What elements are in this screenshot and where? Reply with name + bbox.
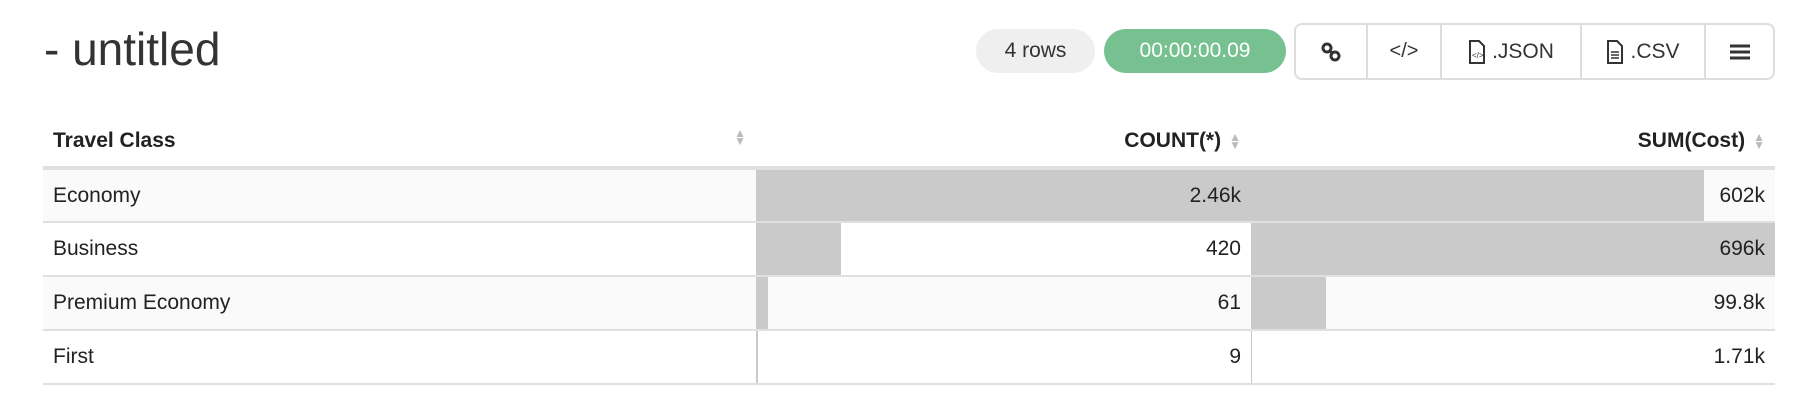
- cell-travel-class: Economy: [43, 168, 756, 223]
- cell-sum-cost: 696k: [1251, 222, 1775, 277]
- hamburger-icon: [1729, 44, 1750, 59]
- export-csv-button[interactable]: .CSV: [1582, 25, 1706, 78]
- copy-link-button[interactable]: [1296, 25, 1368, 78]
- table-row: Economy 2.46k 602k: [43, 168, 1775, 223]
- cell-travel-class: First: [43, 330, 756, 385]
- export-json-button[interactable]: </> .JSON: [1442, 25, 1582, 78]
- page-title: - untitled: [44, 23, 221, 75]
- table-row: First 9 1.71k: [43, 330, 1775, 385]
- embed-button[interactable]: </>: [1368, 25, 1442, 78]
- toolbar: </> </> .JSON .CSV: [1294, 23, 1775, 80]
- column-header-sum-cost[interactable]: SUM(Cost) ▲ ▼: [1251, 116, 1775, 170]
- cell-count: 9: [756, 330, 1251, 385]
- cell-sum-cost: 1.71k: [1251, 330, 1775, 385]
- table-row: Premium Economy 61 99.8k: [43, 276, 1775, 331]
- svg-text:</>: </>: [1472, 51, 1484, 60]
- cell-travel-class: Premium Economy: [43, 276, 756, 331]
- cell-travel-class: Business: [43, 222, 756, 277]
- count-bar: [756, 277, 769, 329]
- table-row: Business 420 696k: [43, 222, 1775, 277]
- sum-bar: [1251, 223, 1775, 275]
- column-header-travel-class[interactable]: Travel Class ▲ ▼: [43, 116, 756, 170]
- sum-bar: [1251, 277, 1327, 329]
- sort-icon[interactable]: ▲ ▼: [734, 126, 746, 148]
- sum-bar: [1251, 170, 1705, 221]
- row-count-badge: 4 rows: [976, 29, 1095, 73]
- code-icon: </>: [1389, 40, 1419, 62]
- cell-sum-cost: 602k: [1251, 168, 1775, 223]
- cell-count: 61: [756, 276, 1251, 331]
- cell-count: 420: [756, 222, 1251, 277]
- column-header-count[interactable]: COUNT(*) ▲ ▼: [756, 116, 1251, 170]
- csv-file-icon: [1607, 39, 1624, 64]
- cell-sum-cost: 99.8k: [1251, 276, 1775, 331]
- count-bar: [756, 331, 758, 383]
- elapsed-time-badge: 00:00:00.09: [1104, 29, 1286, 73]
- count-bar: [756, 223, 841, 275]
- link-icon: [1321, 42, 1341, 61]
- sum-bar: [1251, 331, 1253, 383]
- json-file-icon: </>: [1469, 39, 1486, 64]
- count-bar: [756, 170, 1251, 221]
- sort-icon[interactable]: ▲ ▼: [1229, 130, 1241, 153]
- results-table: Travel Class ▲ ▼ COUNT(*) ▲ ▼ SUM(Cost) ▲ ▼ Ec…: [43, 116, 1775, 385]
- sort-icon[interactable]: ▲ ▼: [1753, 130, 1765, 153]
- cell-count: 2.46k: [756, 168, 1251, 223]
- menu-button[interactable]: [1706, 25, 1773, 78]
